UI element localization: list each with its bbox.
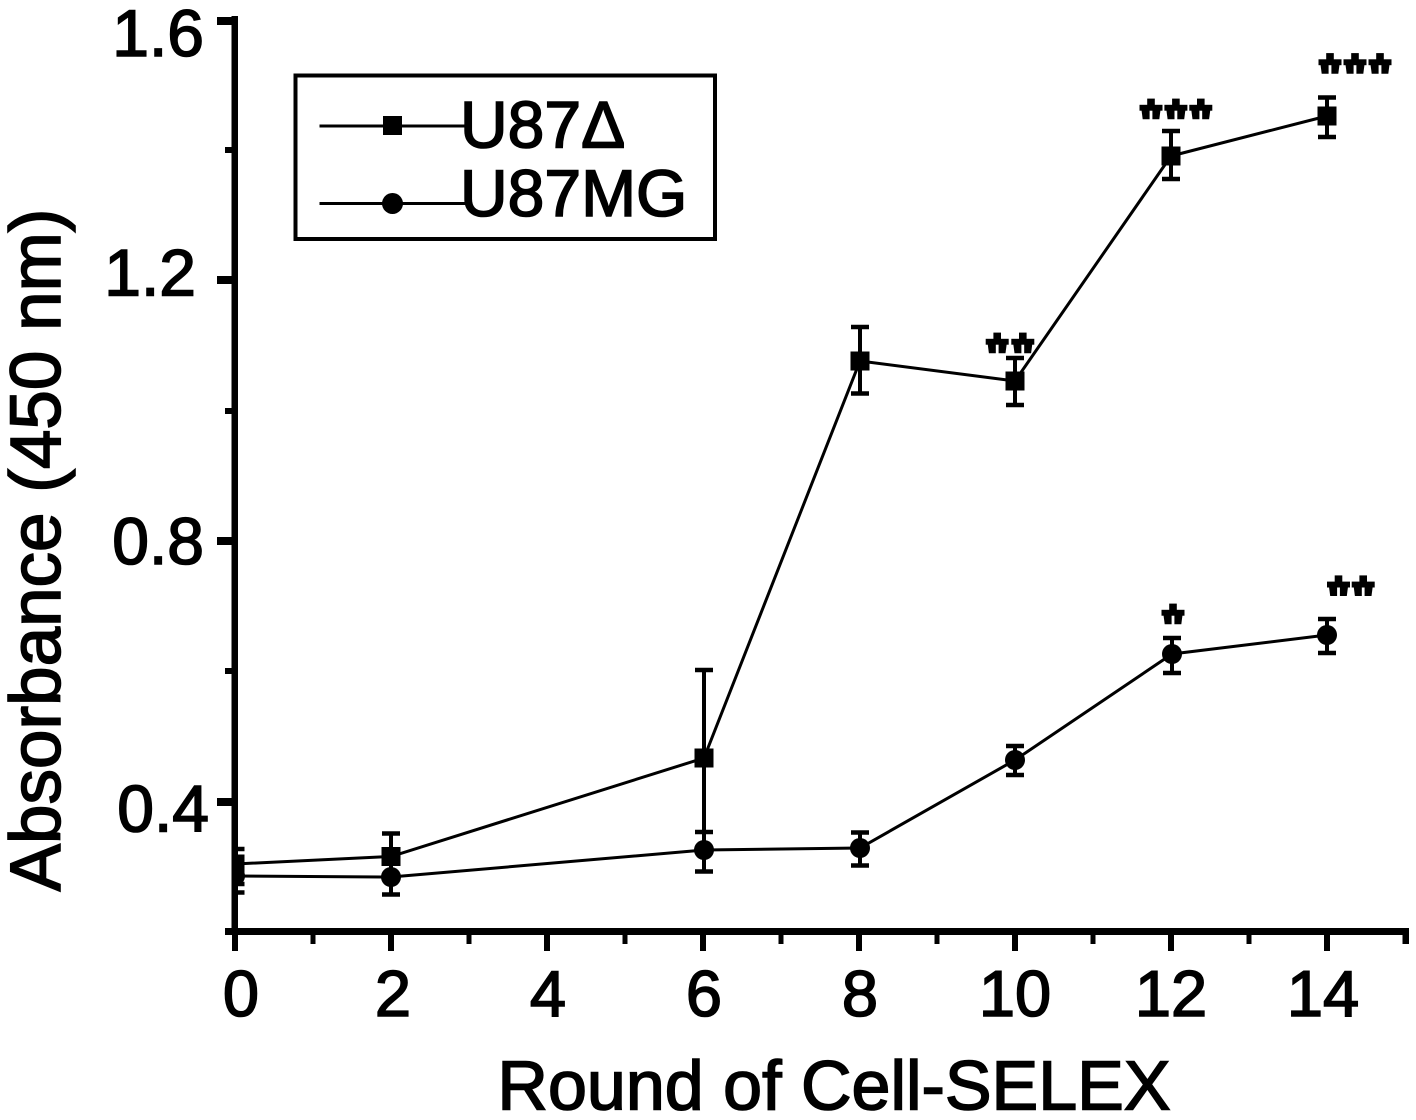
svg-text:14: 14	[1287, 957, 1359, 1030]
svg-text:4: 4	[530, 957, 566, 1030]
svg-text:10: 10	[979, 957, 1051, 1030]
svg-text:U87Δ: U87Δ	[460, 88, 625, 162]
svg-text:6: 6	[686, 957, 722, 1030]
svg-text:1.2: 1.2	[104, 236, 196, 310]
svg-text:Round of Cell-SELEX: Round of Cell-SELEX	[497, 1047, 1170, 1120]
svg-text:8: 8	[842, 957, 878, 1030]
svg-text:1.6: 1.6	[112, 0, 204, 70]
svg-text:2: 2	[375, 957, 411, 1030]
svg-text:0.4: 0.4	[117, 772, 209, 846]
svg-text:U87MG: U87MG	[460, 156, 687, 230]
svg-text:0: 0	[223, 957, 259, 1030]
svg-text:Absorbance (450 nm): Absorbance (450 nm)	[0, 209, 76, 892]
svg-text:12: 12	[1135, 957, 1207, 1030]
svg-text:0.8: 0.8	[112, 504, 204, 578]
